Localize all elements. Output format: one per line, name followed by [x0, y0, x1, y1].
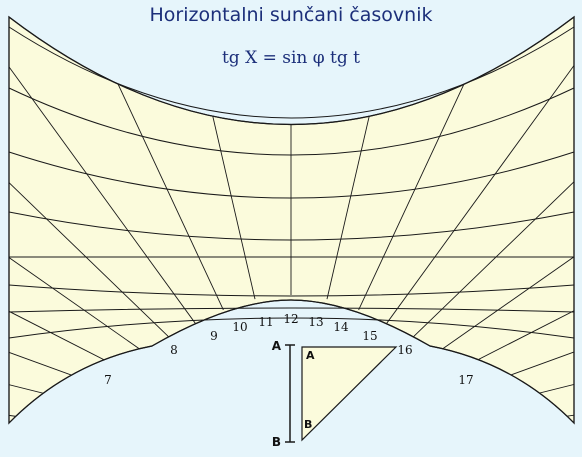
hour-label: 16 — [397, 343, 412, 357]
declination-curve-lower-3 — [8, 317, 575, 339]
gnomon-vertex-a: A — [306, 349, 315, 362]
hour-label: 12 — [283, 312, 298, 326]
declination-curve-lower-1 — [8, 284, 575, 297]
hour-line-14 — [405, 93, 574, 345]
dial-outline — [8, 15, 575, 425]
hour-line-13 — [384, 34, 574, 326]
hour-line-9 — [173, 17, 256, 300]
hour-label: 7 — [104, 373, 112, 387]
hour-line-16 — [433, 218, 574, 383]
hour-line-15 — [421, 156, 574, 364]
hour-line-4 — [9, 218, 149, 383]
hour-label: 13 — [308, 315, 323, 329]
hour-label: 15 — [362, 329, 377, 343]
declination-curve-upper-1 — [8, 26, 575, 119]
hour-label: 10 — [232, 320, 247, 334]
hour-line-6 — [9, 93, 177, 345]
hour-label: 9 — [210, 329, 218, 343]
gnomon-triangle — [301, 346, 398, 442]
gnomon-end-a: A — [272, 339, 282, 353]
formula-text: tg X = sin φ tg t — [221, 48, 361, 68]
declination-curve-lower-2 — [8, 307, 575, 313]
hour-label: 14 — [333, 320, 349, 334]
gnomon-vertex-b: B — [304, 418, 312, 431]
hour-label: 8 — [170, 343, 178, 357]
gnomon-end-b: B — [272, 435, 281, 449]
dial-face — [8, 15, 575, 425]
hour-line-5 — [9, 156, 161, 364]
hour-line-7 — [9, 34, 198, 326]
page-title: Horizontalni sunčani časovnik — [149, 4, 433, 26]
hour-line-11 — [326, 17, 409, 300]
hour-label: 17 — [458, 373, 473, 387]
hour-label: 11 — [258, 315, 273, 329]
